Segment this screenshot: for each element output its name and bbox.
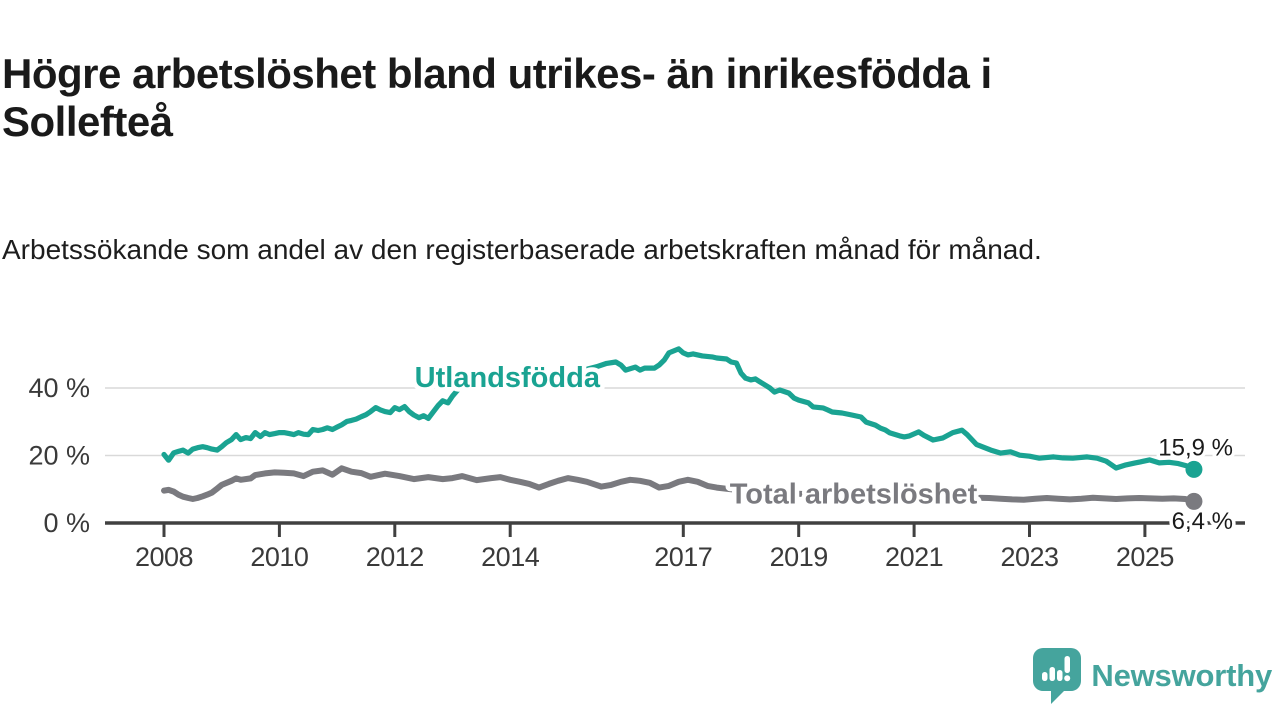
exclamation-dot <box>1064 675 1071 682</box>
x-tick-label-2014: 2014 <box>481 542 540 572</box>
x-tick-label-2008: 2008 <box>135 542 193 572</box>
series-end-dot-utlandsfodda <box>1185 460 1203 478</box>
x-tick-label-2021: 2021 <box>885 542 943 572</box>
x-tick-label-2010: 2010 <box>250 542 308 572</box>
bar-3 <box>1057 670 1063 681</box>
series-line-utlandsfodda <box>161 346 1197 472</box>
speech-bubble-bar-chart-icon <box>1033 648 1082 704</box>
page-title: Högre arbetslöshet bland utrikes- än inr… <box>2 50 992 145</box>
x-tick-label-2019: 2019 <box>770 542 828 572</box>
x-tick-label-2025: 2025 <box>1116 542 1174 572</box>
chart-subtitle: Arbetssökande som andel av den registerb… <box>2 234 1042 265</box>
x-tick-label-2012: 2012 <box>366 542 424 572</box>
exclamation-bar <box>1064 656 1071 673</box>
y-tick-label-40: 40 % <box>28 373 90 403</box>
series-label-total: Total arbetslöshet <box>730 478 978 510</box>
series-end-dot-total <box>1185 492 1203 510</box>
bar-1 <box>1042 672 1048 681</box>
x-tick-label-2023: 2023 <box>1000 542 1058 572</box>
series-label-utlandsfodda: Utlandsfödda <box>415 362 601 394</box>
end-value-label-utlandsfodda: 15,9 % <box>1158 434 1233 461</box>
end-value-label-total: 6,4 % <box>1172 508 1233 535</box>
newsworthy-logo: Newsworthy <box>1033 648 1272 704</box>
y-tick-label-20: 20 % <box>28 441 90 471</box>
y-tick-label-0: 0 % <box>43 508 90 538</box>
series-line-total <box>161 465 1197 505</box>
x-tick-label-2017: 2017 <box>654 542 712 572</box>
bar-2 <box>1049 667 1056 681</box>
logo-text: Newsworthy <box>1091 658 1272 693</box>
